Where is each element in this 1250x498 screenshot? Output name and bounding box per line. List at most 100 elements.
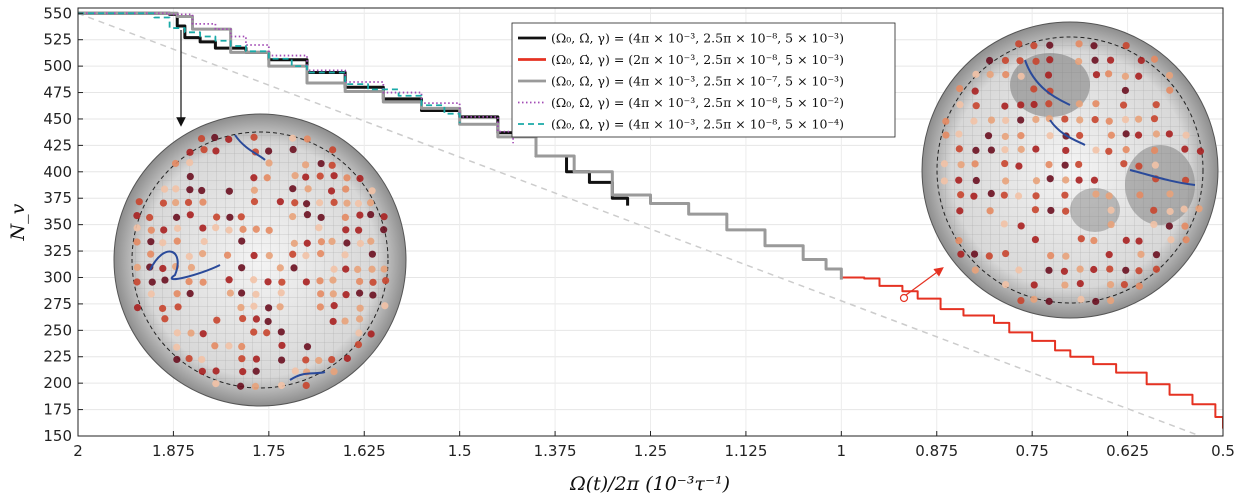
vortex-dot — [343, 174, 350, 181]
vortex-dot — [239, 226, 246, 233]
y-axis-ticks: 1501752002252502753003253503754004254504… — [43, 4, 83, 445]
vortex-dot — [354, 266, 361, 273]
x-axis-label: Ω(t)/2π (10⁻³τ⁻¹) — [569, 473, 730, 495]
vortex-dot — [253, 315, 260, 322]
vortex-dot — [1017, 297, 1024, 304]
x-tick-label: 1.625 — [343, 442, 386, 460]
vortex-dot — [199, 224, 206, 231]
vortex-dot — [1018, 73, 1025, 80]
vortex-dot — [224, 252, 231, 259]
vortex-dot — [1091, 57, 1098, 64]
vortex-dot — [1107, 297, 1114, 304]
vortex-dot — [369, 291, 376, 298]
vortex-dot — [1182, 132, 1189, 139]
vortex-dot — [380, 226, 387, 233]
vortex-dot — [987, 207, 994, 214]
vortex-dot — [1090, 237, 1097, 244]
vortex-dot — [1106, 251, 1113, 258]
vortex-dot — [956, 85, 963, 92]
vortex-dot — [1015, 192, 1022, 199]
vortex-dot — [1197, 148, 1204, 155]
vortex-dot — [1150, 221, 1157, 228]
vortex-dot — [1105, 148, 1112, 155]
vortex-dot — [238, 355, 245, 362]
vortex-dot — [1181, 146, 1188, 153]
vortex-dot — [264, 278, 271, 285]
vortex-dot — [303, 278, 310, 285]
vortex-dot — [1015, 162, 1022, 169]
vortex-dot — [159, 239, 166, 246]
vortex-dot — [1047, 207, 1054, 214]
vortex-dot — [1123, 42, 1130, 49]
vortex-dot — [277, 198, 284, 205]
vortex-dot — [161, 186, 168, 193]
vortex-dot — [343, 200, 350, 207]
vortex-dot — [290, 264, 297, 271]
vortex-dot — [291, 199, 298, 206]
vortex-dot — [148, 290, 155, 297]
vortex-dot — [341, 251, 348, 258]
vortex-dot — [278, 328, 285, 335]
vortex-dot — [1045, 161, 1052, 168]
vortex-dot — [1135, 163, 1142, 170]
vortex-dot — [1135, 73, 1142, 80]
vortex-dot — [173, 214, 180, 221]
vortex-dot — [1092, 298, 1099, 305]
vortex-dot — [355, 329, 362, 336]
vortex-dot — [147, 238, 154, 245]
vortex-dot — [1001, 146, 1008, 153]
vortex-dot — [290, 146, 297, 153]
vortex-dot — [357, 240, 364, 247]
vortex-dot — [942, 118, 949, 125]
vortex-dot — [252, 383, 259, 390]
vortex-dot — [317, 303, 324, 310]
vortex-dot — [303, 200, 310, 207]
vortex-dot — [329, 146, 336, 153]
vortex-dot — [213, 214, 220, 221]
vortex-dot — [1076, 116, 1083, 123]
vortex-dot — [1107, 207, 1114, 214]
vortex-dot — [1062, 162, 1069, 169]
vortex-dot — [1001, 102, 1008, 109]
vortex-dot — [973, 177, 980, 184]
vortex-dot — [187, 173, 194, 180]
vortex-dot — [160, 226, 167, 233]
vortex-dot — [970, 117, 977, 124]
vortex-dot — [278, 279, 285, 286]
vortex-dot — [250, 276, 257, 283]
vortex-dot — [159, 305, 166, 312]
vortex-dot — [226, 276, 233, 283]
legend-label-3: (Ω₀, Ω̇, γ) = (4π × 10⁻³, 2.5π × 10⁻⁷, 5… — [551, 74, 844, 89]
vortex-dot — [985, 132, 992, 139]
vortex-dot — [172, 185, 179, 192]
vortex-dot — [238, 289, 245, 296]
vortex-dot — [328, 187, 335, 194]
vortex-dot — [251, 187, 258, 194]
vortex-dot — [1138, 57, 1145, 64]
vortex-dot — [133, 238, 140, 245]
vortex-dot — [972, 71, 979, 78]
vortex-dot — [265, 318, 272, 325]
vortex-dot — [380, 213, 387, 220]
x-tick-label: 1.375 — [534, 442, 577, 460]
vortex-dot — [199, 250, 206, 257]
vortex-dot — [304, 240, 311, 247]
vortex-dot — [1151, 115, 1158, 122]
vortex-dot — [199, 199, 206, 206]
vortex-dot — [317, 250, 324, 257]
vortex-dot — [972, 267, 979, 274]
y-tick-label: 500 — [43, 57, 72, 75]
vortex-dot — [318, 160, 325, 167]
vortex-dot — [330, 172, 337, 179]
vortex-dot — [225, 136, 232, 143]
vortex-dot — [1106, 118, 1113, 125]
vortex-dot — [1076, 132, 1083, 139]
y-tick-label: 200 — [43, 374, 72, 392]
vortex-dot — [1031, 281, 1038, 288]
vortex-dot — [289, 213, 296, 220]
vortex-dot — [250, 329, 257, 336]
vortex-dot — [317, 173, 324, 180]
vortex-dot — [1030, 101, 1037, 108]
vortex-dot — [1046, 56, 1053, 63]
